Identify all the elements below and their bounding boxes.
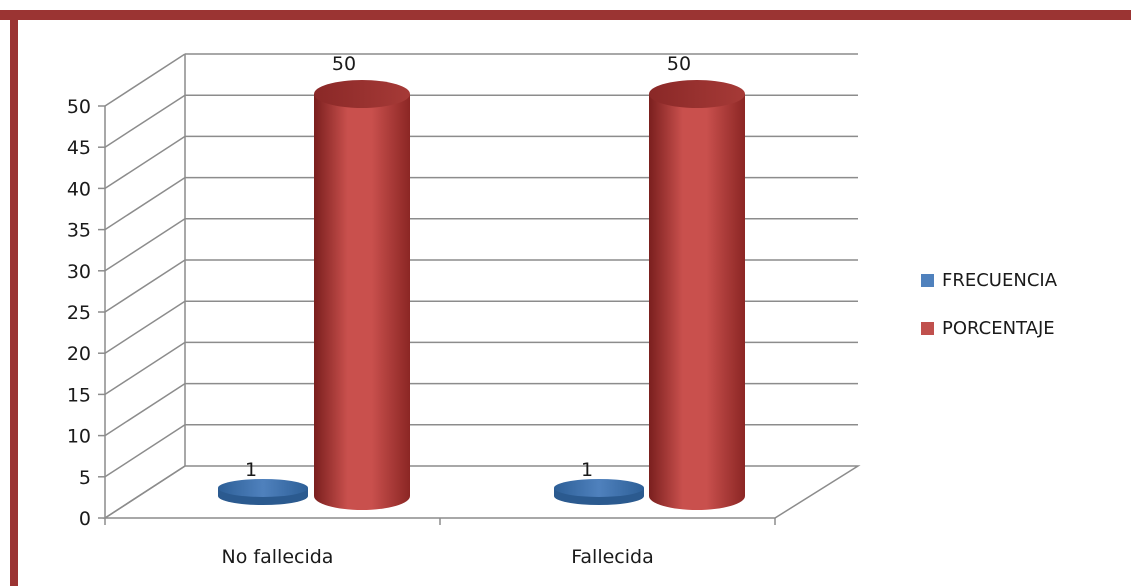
frame-left-border [10,10,18,586]
y-tick-label-0: 0 [79,508,91,530]
legend-item-porcentaje: PORCENTAJE [921,316,1057,340]
x-tick-label-1: Fallecida [571,546,654,568]
data-label-porcentaje-1: 50 [667,53,691,75]
y-tick-label-50: 50 [67,96,91,118]
chart-floor [102,465,861,519]
bar-porcentaje-1 [649,94,745,510]
legend: FRECUENCIA PORCENTAJE [921,268,1057,364]
bar-frecuencia-0 [218,478,308,497]
y-tick-label-40: 40 [67,178,91,200]
y-tick-label-45: 45 [67,137,91,159]
gridline-wall-25 [104,259,186,313]
legend-swatch-porcentaje [921,321,934,335]
data-label-porcentaje-0: 50 [332,53,356,75]
gridline-wall-5 [104,424,186,478]
y-tick-label-10: 10 [67,426,91,448]
y-tick-label-15: 15 [67,384,91,406]
gridline-wall-30 [104,218,186,272]
gridline-wall-40 [104,135,186,190]
y-tick-label-25: 25 [67,302,91,324]
legend-label-porcentaje: PORCENTAJE [942,317,1055,339]
bar-frecuencia-1 [554,478,644,497]
x-tick-label-0: No fallecida [222,546,334,568]
gridline-wall-20 [104,300,186,354]
data-label-frecuencia-1: 1 [581,459,593,481]
gridline-wall-35 [104,176,186,231]
bar-porcentaje-0 [314,94,410,510]
y-tick-label-30: 30 [67,261,91,283]
bar-top-porcentaje-0 [314,80,410,108]
gridline-wall-10 [104,382,186,437]
legend-swatch-frecuencia [921,273,934,287]
gridline-wall-15 [104,341,186,396]
legend-item-frecuencia: FRECUENCIA [921,268,1057,292]
bar-top-porcentaje-1 [649,80,745,108]
gridline-wall-50 [104,53,186,107]
y-tick-label-5: 5 [79,467,91,489]
y-tick-label-20: 20 [67,343,91,365]
y-tick-label-35: 35 [67,220,91,242]
legend-label-frecuencia: FRECUENCIA [942,269,1058,291]
frame-top-border [0,10,1131,20]
data-label-frecuencia-0: 1 [245,459,257,481]
gridline-wall-45 [104,94,186,148]
